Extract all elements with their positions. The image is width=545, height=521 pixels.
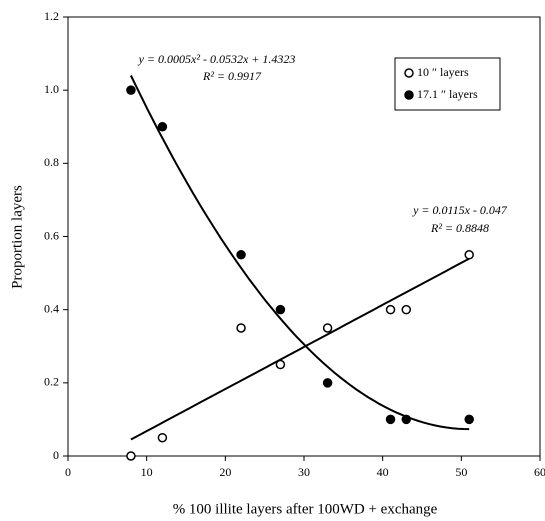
x-tick-label: 60 xyxy=(534,465,545,479)
x-tick-label: 10 xyxy=(141,465,153,479)
x-tick-label: 50 xyxy=(455,465,467,479)
y-tick-label: 1.2 xyxy=(44,9,59,23)
point xyxy=(236,323,246,333)
point xyxy=(464,250,474,260)
legend-label: 10 ″ layers xyxy=(417,65,469,79)
point xyxy=(126,451,136,461)
r-squared: R² = 0.9917 xyxy=(202,69,262,83)
legend-label: 17.1 ″ layers xyxy=(417,87,478,101)
x-tick-label: 0 xyxy=(65,465,71,479)
x-tick-label: 20 xyxy=(219,465,231,479)
equation: y = 0.0115x - 0.047 xyxy=(412,203,508,217)
point xyxy=(126,85,136,95)
x-axis-title: % 100 illite layers after 100WD + exchan… xyxy=(173,501,438,517)
point xyxy=(322,378,333,388)
y-tick-label: 0.2 xyxy=(44,375,59,389)
point xyxy=(275,359,286,370)
point xyxy=(401,414,412,425)
point xyxy=(157,122,168,132)
point xyxy=(322,323,333,333)
y-tick-label: 0.8 xyxy=(44,155,59,169)
trendline xyxy=(130,75,470,431)
point xyxy=(275,304,286,315)
y-axis-title: Proportion layers xyxy=(9,185,25,289)
point xyxy=(385,304,396,315)
point xyxy=(464,414,474,425)
x-tick-label: 30 xyxy=(298,465,310,479)
point xyxy=(401,304,412,315)
x-tick-label: 40 xyxy=(377,465,389,479)
trendline xyxy=(130,257,470,441)
y-tick-label: 0 xyxy=(53,448,59,462)
y-tick-label: 1.0 xyxy=(44,82,59,96)
legend-marker xyxy=(404,68,414,78)
y-tick-label: 0.4 xyxy=(44,301,59,315)
legend-marker xyxy=(404,90,414,100)
r-squared: R² = 0.8848 xyxy=(430,221,489,235)
legend-box xyxy=(394,57,501,111)
y-tick-label: 0.6 xyxy=(44,228,59,242)
point xyxy=(236,250,246,260)
point xyxy=(157,432,168,443)
equation: y = 0.0005x² - 0.0532x + 1.4323 xyxy=(138,52,296,66)
point xyxy=(385,414,396,425)
